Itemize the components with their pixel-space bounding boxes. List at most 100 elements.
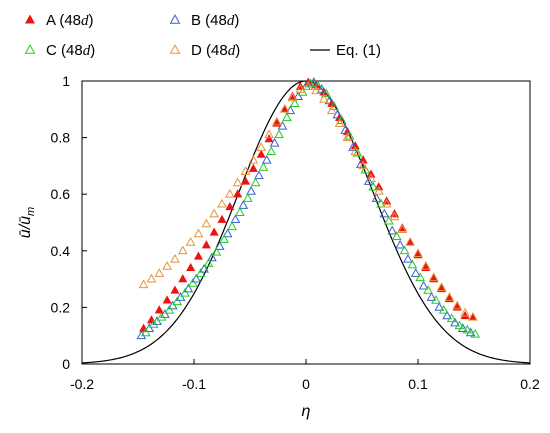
y-axis: 0 0.2 0.4 0.6 0.8 1 <box>51 73 87 372</box>
legend-b-swatch <box>169 14 181 24</box>
series-c-point <box>438 304 449 314</box>
series-b-point <box>230 214 241 224</box>
series-d-point <box>287 92 298 102</box>
series-a-point <box>178 274 188 283</box>
series-c-point <box>407 259 418 269</box>
series-c-point <box>431 294 441 304</box>
series-b-point <box>199 263 209 273</box>
series-d-point <box>373 186 384 195</box>
y-tick-label: 0.2 <box>51 299 71 315</box>
series-d-point <box>468 311 478 321</box>
series-b-point <box>434 302 445 311</box>
series-d-point <box>248 154 259 164</box>
series-b-point <box>348 142 358 151</box>
series-d-point <box>146 273 157 283</box>
y-tick-label: 0.6 <box>51 186 71 202</box>
series-a-point <box>405 237 415 246</box>
series-c-point <box>399 245 410 255</box>
x-axis-title: η <box>302 403 311 420</box>
series-d-point <box>209 208 220 218</box>
series-b-point <box>418 280 429 290</box>
legend-d-swatch <box>169 44 181 54</box>
series-a-point <box>460 310 470 320</box>
series-c-point <box>446 313 457 323</box>
series-d-point <box>460 307 470 317</box>
series-b-point <box>293 91 304 100</box>
series-a-point <box>201 240 211 249</box>
series-b-point <box>269 137 280 147</box>
series-d-point <box>334 118 345 127</box>
legend-c-label: C (48d) <box>46 42 95 59</box>
legend-c-swatch <box>24 44 36 54</box>
x-tick-label: -0.2 <box>70 376 94 392</box>
series-d-point <box>350 146 361 156</box>
series-a-point <box>170 285 180 294</box>
series-d-point <box>319 94 329 103</box>
series-b-point <box>356 159 366 168</box>
series-c-point <box>470 328 480 338</box>
series-b-point <box>426 292 437 301</box>
series-a-point <box>256 149 266 158</box>
series-a-point <box>350 141 360 150</box>
series-b-point <box>261 154 272 164</box>
series-b-point <box>238 200 249 209</box>
series-b-point <box>340 125 351 134</box>
series-d-point <box>413 248 423 258</box>
series-b-point <box>191 273 202 283</box>
series-b-point <box>363 176 374 185</box>
series-a-point <box>233 189 243 198</box>
series-a-point <box>248 163 258 172</box>
series-d-point <box>138 279 149 289</box>
legend-a-label: A (48d) <box>46 12 94 29</box>
series-d-point <box>303 81 314 91</box>
x-tick-label: -0.1 <box>182 376 206 392</box>
series-a-point <box>241 176 251 185</box>
series-c-point <box>250 177 261 187</box>
points-layer <box>136 77 480 340</box>
series-b-point <box>214 241 225 250</box>
series-b-point <box>175 292 186 301</box>
series-c-point <box>360 164 371 174</box>
series-b-point <box>152 316 162 325</box>
series-d-point <box>444 292 455 301</box>
series-d-point <box>256 142 267 151</box>
series-c-point <box>352 147 363 157</box>
curve-layer <box>81 80 531 364</box>
series-b-point <box>136 330 147 340</box>
series-c-point <box>344 130 355 140</box>
y-tick-label: 0.4 <box>51 243 71 259</box>
series-b-point <box>324 95 335 105</box>
y-axis-title-sub: m <box>25 207 37 216</box>
series-d-point <box>162 261 172 270</box>
series-c-point <box>462 324 473 334</box>
series-c-point <box>321 88 332 98</box>
series-b-point <box>254 170 264 180</box>
series-c-point <box>203 258 214 267</box>
y-tick-label: 0 <box>62 356 70 372</box>
series-d-point <box>185 236 196 246</box>
series-d-point <box>232 177 243 187</box>
series-d-point <box>428 272 439 282</box>
series-b-point <box>410 268 421 277</box>
series-d-point <box>170 253 180 263</box>
series-b-point <box>457 323 468 333</box>
series-b-point <box>207 252 217 262</box>
series-d-point <box>381 198 392 208</box>
series-c-point <box>258 161 269 171</box>
series-b-point <box>395 239 405 249</box>
series-c-point <box>164 304 175 314</box>
series-c-point <box>227 221 237 231</box>
series-c-point <box>391 231 402 241</box>
series-b-point <box>387 225 398 235</box>
series-d-point <box>177 245 188 255</box>
series-c-point <box>313 81 324 91</box>
series-b-point <box>183 283 194 293</box>
series-c-point <box>297 86 308 96</box>
series-c-point <box>274 129 284 139</box>
series-a-point <box>154 305 164 314</box>
x-tick-label: 0.1 <box>408 376 428 392</box>
y-tick-label: 0.8 <box>51 130 71 146</box>
series-c-point <box>454 320 465 330</box>
series-d-point <box>358 160 368 170</box>
series-b-point <box>403 253 413 263</box>
